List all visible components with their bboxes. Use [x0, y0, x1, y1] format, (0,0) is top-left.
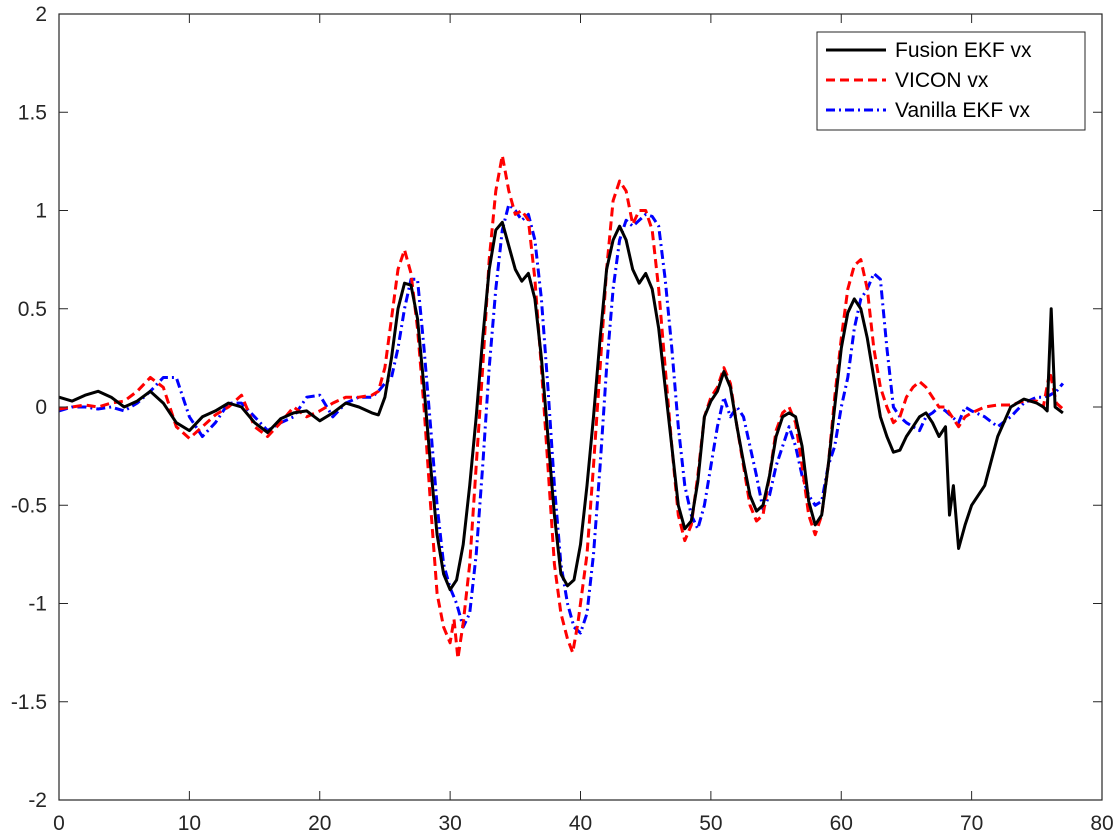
- x-axis: 0 10 20 30 40 50 60 70 80: [53, 14, 1114, 835]
- y-tick-label: 0: [35, 396, 47, 419]
- legend-label-1: VICON vx: [895, 69, 989, 92]
- x-tick-label: 60: [830, 812, 853, 835]
- y-tick-label: 1: [35, 200, 47, 223]
- series-line-0: [58, 220, 1064, 592]
- plot-area: [59, 14, 1102, 800]
- y-tick-label: 0.5: [18, 298, 47, 321]
- y-tick-label: 2: [35, 3, 47, 26]
- y-axis: -2 -1.5 -1 -0.5 0 0.5 1 1.5 2: [11, 3, 1102, 812]
- x-tick-label: 10: [178, 812, 201, 835]
- series-layer: [58, 154, 1065, 660]
- x-tick-label: 0: [53, 812, 65, 835]
- x-tick-label: 50: [699, 812, 722, 835]
- y-tick-label: -1: [28, 593, 47, 616]
- y-tick-label: -2: [28, 789, 47, 812]
- x-tick-label: 20: [308, 812, 331, 835]
- series-line-2: [58, 203, 1065, 635]
- x-tick-label: 30: [438, 812, 461, 835]
- y-tick-label: 1.5: [18, 101, 47, 124]
- x-tick-label: 70: [960, 812, 983, 835]
- y-tick-label: -0.5: [11, 494, 47, 517]
- x-tick-label: 40: [569, 812, 592, 835]
- legend: Fusion EKF vx VICON vx Vanilla EKF vx: [816, 31, 1086, 131]
- x-tick-label: 80: [1090, 812, 1113, 835]
- legend-label-0: Fusion EKF vx: [895, 39, 1032, 62]
- legend-label-2: Vanilla EKF vx: [895, 99, 1030, 122]
- y-tick-label: -1.5: [11, 691, 47, 714]
- series-line-1: [58, 154, 1064, 660]
